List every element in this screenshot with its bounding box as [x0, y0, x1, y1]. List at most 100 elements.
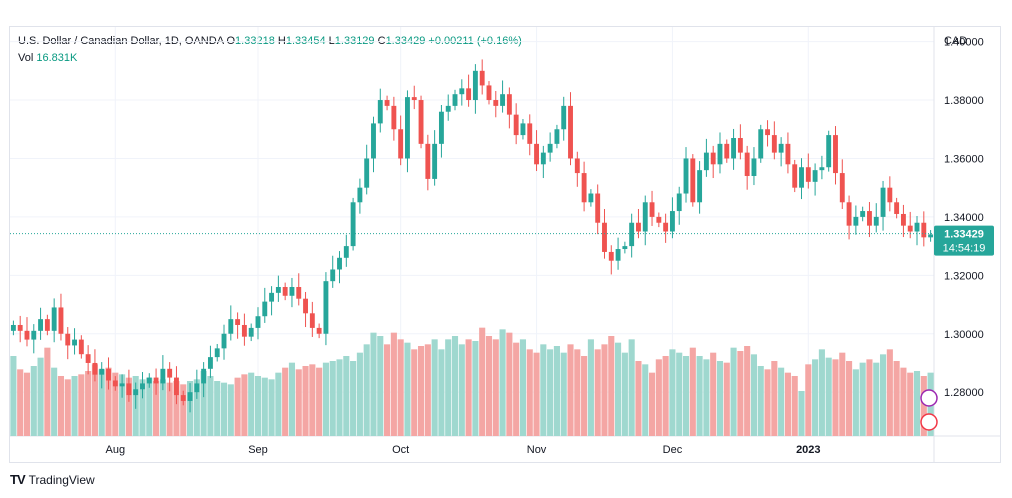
candle-body: [92, 362, 98, 375]
volume-bar: [23, 372, 31, 436]
candle-body: [921, 222, 927, 238]
candle-body: [534, 143, 539, 165]
volume-bar: [703, 359, 710, 436]
volume-bar: [288, 362, 296, 436]
volume-bar: [587, 339, 594, 436]
candle-body: [710, 152, 716, 165]
candle-body: [765, 129, 770, 136]
volume-bar: [533, 352, 540, 436]
candle-body: [398, 129, 404, 159]
volume-bar: [261, 377, 268, 436]
candle-body: [85, 354, 91, 363]
volume-bar: [655, 359, 662, 436]
candle-body: [112, 380, 118, 387]
candle-body: [928, 234, 934, 238]
candle-body: [65, 333, 71, 346]
volume-bar: [71, 376, 78, 436]
candle-body: [425, 143, 431, 179]
volume-bar: [879, 354, 887, 436]
candle-body: [221, 333, 227, 349]
volume-bar: [479, 327, 486, 436]
candle-body: [459, 88, 465, 95]
volume-bar: [64, 379, 71, 436]
volume-bar: [241, 374, 248, 436]
volume-bar: [492, 339, 499, 436]
volume-bar: [526, 349, 533, 436]
candle-body: [384, 100, 390, 106]
volume-bar: [17, 369, 24, 436]
volume-bar: [567, 344, 574, 436]
volume-bar: [417, 346, 425, 436]
candle-body: [282, 287, 288, 296]
candle-body: [405, 97, 410, 159]
volume-bar: [499, 329, 506, 436]
brand-name[interactable]: TradingView: [28, 472, 95, 487]
volume-bar: [180, 384, 187, 436]
volume-bar: [730, 347, 737, 436]
volume-bar: [723, 362, 730, 436]
candle-body: [357, 187, 363, 203]
candle-body: [615, 249, 621, 261]
candle-body: [153, 377, 159, 384]
candle-body: [330, 269, 336, 282]
volume-bar: [282, 367, 289, 436]
volume-bar: [771, 361, 778, 436]
volume-bar: [839, 352, 846, 436]
volume-bar: [560, 352, 567, 436]
open-label: O: [226, 35, 236, 47]
candle-body: [574, 158, 580, 174]
volume-bar: [37, 357, 44, 436]
candle-body: [717, 143, 723, 165]
volume-bar: [10, 356, 17, 436]
volume-bar: [825, 357, 832, 436]
candle-body: [839, 173, 845, 203]
volume-bar: [173, 381, 180, 436]
candle-body: [248, 327, 254, 337]
candle-body: [703, 152, 709, 171]
candle-body: [581, 173, 587, 203]
candle-body: [418, 100, 424, 144]
candle-body: [778, 143, 784, 153]
volume-value: 16.831K: [36, 52, 78, 64]
price-badge: [934, 225, 994, 256]
candle-body: [914, 222, 920, 232]
high-label: H: [277, 35, 286, 47]
volume-bar: [648, 372, 656, 436]
candle-body: [432, 143, 438, 179]
volume-bar: [445, 339, 452, 436]
volume-bar: [356, 352, 363, 436]
candle-body: [255, 316, 261, 328]
candle-body: [343, 246, 349, 258]
volume-bar: [322, 362, 329, 436]
volume-bar: [105, 367, 112, 436]
volume-bar: [553, 346, 560, 436]
candle-body: [241, 324, 247, 337]
candle-body: [214, 348, 220, 358]
y-tick-label: 1.36000: [944, 153, 984, 165]
candle-body: [622, 246, 628, 250]
candle-body: [887, 187, 893, 203]
candle-body: [337, 257, 342, 270]
volume-bar: [472, 341, 479, 436]
candle-body: [690, 158, 696, 203]
volume-bar: [682, 356, 690, 436]
candle-body: [99, 368, 105, 375]
volume-bar: [384, 344, 391, 436]
x-tick-label: 2023: [796, 444, 820, 456]
candle-body: [792, 164, 798, 188]
volume-bar: [336, 359, 343, 436]
volume-bar: [458, 344, 465, 436]
candle-body: [438, 111, 444, 144]
candle-body: [350, 202, 356, 247]
volume-legend: Vol 16.831K: [18, 52, 77, 64]
volume-bar: [866, 359, 873, 436]
volume-bar: [44, 347, 51, 436]
price-badge-value: 1.33429: [944, 229, 984, 241]
volume-bar: [146, 377, 153, 436]
candle-body: [146, 377, 152, 384]
candle-body: [731, 138, 737, 159]
flag-marker-icon: [920, 413, 938, 431]
volume-bar: [757, 366, 764, 436]
volume-bar: [846, 361, 853, 436]
